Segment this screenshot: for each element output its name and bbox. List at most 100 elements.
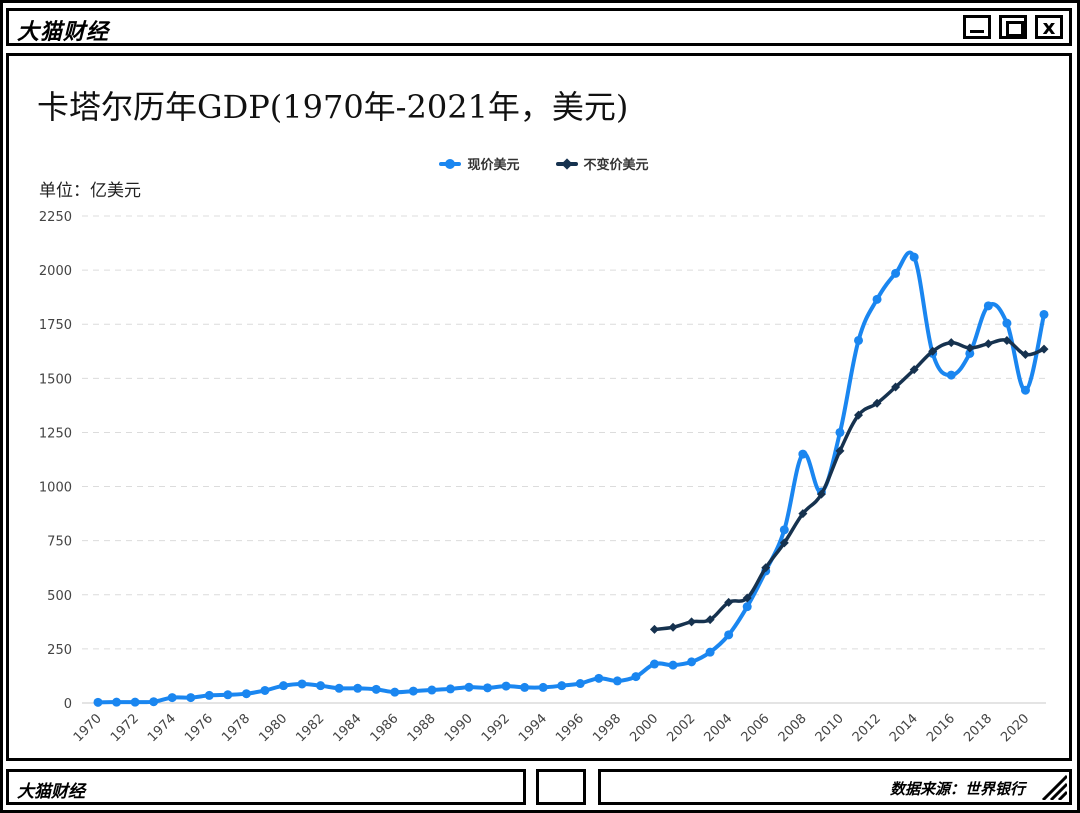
x-tick-label: 2000 <box>627 711 661 745</box>
y-tick-label: 500 <box>47 589 72 604</box>
x-tick-label: 2008 <box>776 711 810 745</box>
data-point-constant <box>779 538 789 548</box>
x-tick-label: 2010 <box>813 711 847 745</box>
data-point-current <box>854 335 864 345</box>
data-point-current <box>334 683 344 693</box>
data-point-constant <box>1002 335 1012 345</box>
data-point-current <box>483 683 493 693</box>
data-point-constant <box>742 593 752 603</box>
y-tick-label: 0 <box>64 697 72 712</box>
data-point-current <box>612 676 622 686</box>
data-point-current <box>204 690 214 700</box>
data-point-current <box>149 697 159 707</box>
legend-item-current[interactable]: 现价美元 <box>439 154 520 173</box>
data-point-current <box>872 294 882 304</box>
data-point-current <box>501 681 511 691</box>
data-point-constant <box>724 597 734 607</box>
data-point-current <box>93 697 103 707</box>
y-tick-label: 750 <box>47 535 72 550</box>
data-point-constant <box>1039 344 1049 354</box>
data-point-constant <box>668 622 678 632</box>
y-tick-label: 1500 <box>39 372 72 387</box>
data-point-constant <box>872 398 882 408</box>
data-point-current <box>724 630 734 640</box>
data-point-current <box>538 682 548 692</box>
y-tick-label: 2250 <box>39 210 72 225</box>
legend-label-constant: 不变价美元 <box>583 158 649 173</box>
data-point-current <box>1002 318 1012 328</box>
title-bar: 大猫财经 x <box>6 8 1072 46</box>
data-point-current <box>241 689 251 699</box>
footer-middle-panel <box>536 769 586 805</box>
data-point-current <box>798 449 808 459</box>
y-tick-label: 250 <box>47 643 72 658</box>
data-point-current <box>631 672 641 682</box>
data-point-current <box>668 660 678 670</box>
y-tick-label: 1750 <box>39 318 72 333</box>
x-tick-label: 1988 <box>405 711 439 745</box>
data-point-current <box>408 686 418 696</box>
data-point-constant <box>909 365 919 375</box>
x-tick-label: 1972 <box>108 711 142 745</box>
data-point-current <box>353 683 363 693</box>
resize-grip-icon[interactable] <box>1037 772 1067 800</box>
data-point-current <box>112 697 122 707</box>
x-tick-label: 1986 <box>368 711 402 745</box>
data-point-current <box>371 684 381 694</box>
data-point-current <box>260 685 270 695</box>
legend-item-constant[interactable]: 不变价美元 <box>555 154 649 173</box>
data-point-constant <box>649 624 659 634</box>
x-tick-label: 2006 <box>739 711 773 745</box>
x-tick-label: 1994 <box>516 711 550 745</box>
x-tick-label: 2012 <box>850 711 884 745</box>
x-tick-label: 1976 <box>182 711 216 745</box>
data-point-current <box>983 301 993 311</box>
chart-legend: 现价美元 不变价美元 <box>9 154 1069 173</box>
close-button[interactable]: x <box>1035 15 1063 39</box>
data-point-current <box>946 370 956 380</box>
data-point-current <box>186 693 196 703</box>
data-point-current <box>167 693 177 703</box>
legend-swatch-constant <box>555 157 578 170</box>
data-point-current <box>316 681 326 691</box>
data-point-constant <box>835 446 845 456</box>
x-tick-label: 1996 <box>553 711 587 745</box>
x-tick-label: 2014 <box>887 711 921 745</box>
data-point-current <box>891 268 901 278</box>
footer-left-panel: 大猫财经 <box>6 769 526 805</box>
series-line-constant <box>652 338 1046 632</box>
footer-right-panel: 数据来源：世界银行 <box>598 769 1072 805</box>
data-point-current <box>1020 385 1030 395</box>
legend-label-current: 现价美元 <box>467 158 520 173</box>
maximize-button[interactable] <box>999 15 1027 39</box>
data-point-constant <box>687 617 697 627</box>
data-point-current <box>779 525 789 535</box>
data-point-current <box>297 679 307 689</box>
data-point-constant <box>891 382 901 392</box>
data-point-current <box>575 679 585 689</box>
x-tick-label: 2016 <box>924 711 958 745</box>
data-point-current <box>445 684 455 694</box>
x-tick-label: 1974 <box>145 711 179 745</box>
chart-panel: 卡塔尔历年GDP(1970年-2021年，美元) 单位：亿美元 现价美元 不变价… <box>6 53 1072 761</box>
close-icon: x <box>1042 15 1056 39</box>
x-tick-label: 2018 <box>961 711 995 745</box>
data-point-current <box>520 682 530 692</box>
data-point-current <box>427 685 437 695</box>
y-tick-label: 1000 <box>39 481 72 496</box>
minimize-button[interactable] <box>963 15 991 39</box>
data-point-current <box>649 659 659 669</box>
data-point-constant <box>816 489 826 499</box>
data-point-constant <box>798 509 808 519</box>
footer-brand: 大猫财经 <box>17 782 85 802</box>
data-point-current <box>909 252 919 262</box>
x-tick-label: 1998 <box>590 711 624 745</box>
data-point-current <box>130 697 140 707</box>
data-point-constant <box>946 338 956 348</box>
data-point-constant <box>761 563 771 573</box>
x-tick-label: 1990 <box>442 711 476 745</box>
x-tick-label: 1984 <box>331 711 365 745</box>
x-tick-label: 1970 <box>71 711 105 745</box>
x-tick-label: 1980 <box>256 711 290 745</box>
